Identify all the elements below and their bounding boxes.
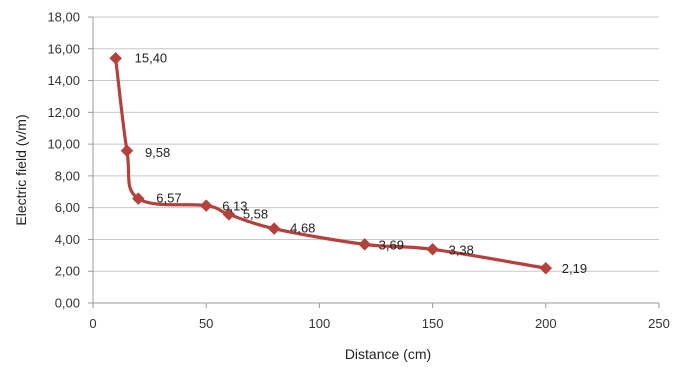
axes (88, 16, 660, 308)
data-point-marker (222, 207, 236, 221)
y-tick-label: 16,00 (47, 41, 80, 56)
y-tick-label: 10,00 (47, 137, 80, 152)
y-tick-label: 12,00 (47, 105, 80, 120)
data-label: 6,13 (222, 199, 247, 214)
y-tick-label: 18,00 (47, 10, 80, 25)
series-line (114, 56, 548, 270)
data-label: 3,38 (449, 242, 474, 257)
y-tick-label: 4,00 (55, 232, 80, 247)
x-tick-label: 250 (648, 316, 670, 331)
data-label: 15,40 (135, 50, 168, 65)
data-point-marker (131, 192, 145, 205)
gridlines (93, 16, 659, 272)
data-label: 4,68 (290, 221, 315, 236)
x-tick-label: 150 (422, 316, 444, 331)
series (114, 56, 548, 270)
data-labels: 15,40 9,58 6,57 6,135,58 4,68 3,69 3,38 2,19 (135, 50, 587, 276)
y-tick-label: 2,00 (55, 264, 80, 279)
markers (109, 51, 553, 275)
data-point-marker (539, 261, 553, 275)
data-point-marker (120, 144, 134, 158)
y-tick-label: 8,00 (55, 168, 80, 183)
x-tick-label: 100 (309, 316, 331, 331)
x-tick-label: 50 (199, 316, 213, 331)
y-tick-label: 14,00 (47, 73, 80, 88)
data-point-marker (426, 242, 439, 256)
data-point-marker (358, 238, 372, 251)
y-tick-label: 6,00 (55, 200, 80, 215)
y-tick-labels: 0,00 2,00 4,00 6,00 8,00 10,00 12,00 14,00 16,00… (47, 10, 80, 311)
data-label: 5,58 (243, 206, 268, 221)
data-label: 3,69 (379, 237, 404, 252)
x-tick-label: 0 (89, 316, 96, 331)
y-axis-title: Electric field (v/m) (13, 114, 29, 225)
data-label: 2,19 (562, 261, 587, 276)
x-tick-label: 200 (535, 316, 557, 331)
data-label: 9,58 (145, 145, 170, 160)
data-label: 6,57 (156, 191, 181, 206)
y-tick-label: 0,00 (55, 296, 80, 311)
x-axis-title: Distance (cm) (345, 346, 431, 362)
data-point-marker (109, 51, 122, 65)
data-point-marker (199, 199, 213, 212)
x-tick-labels: 0 50 100 150 200 250 (89, 316, 669, 331)
data-point-marker (267, 222, 281, 235)
